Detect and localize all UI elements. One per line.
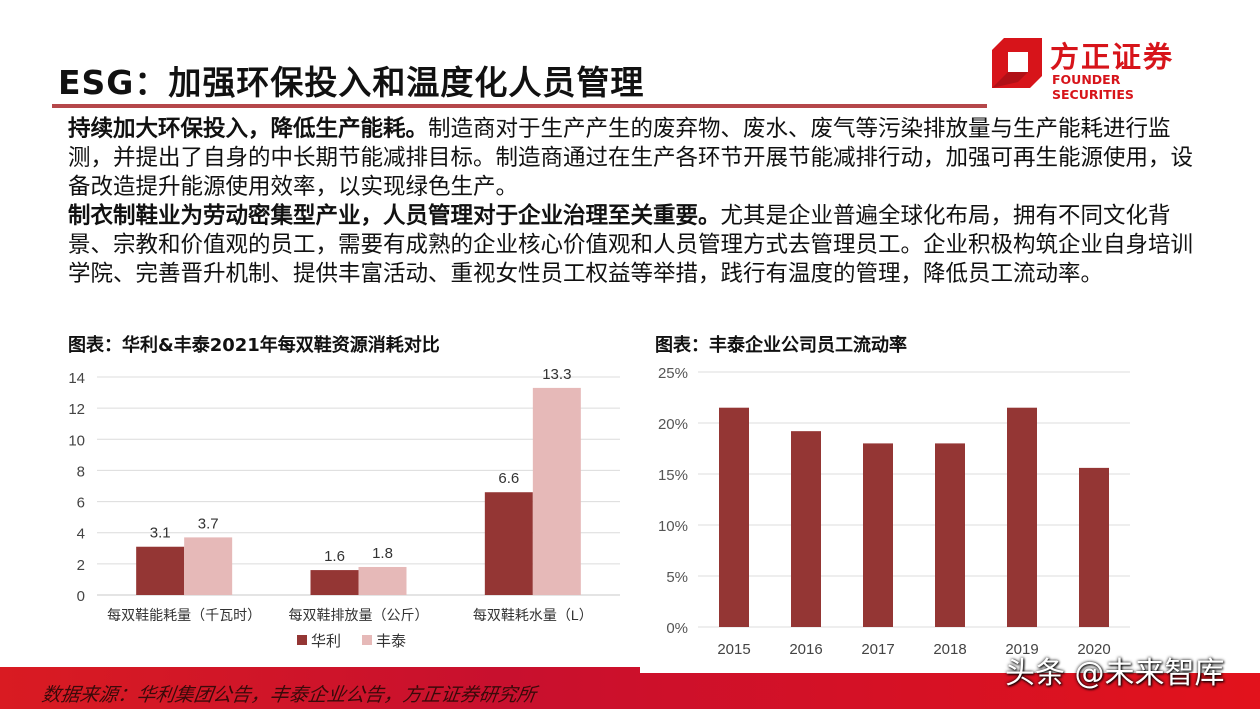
data-label: 1.6: [324, 548, 345, 565]
logo-mark-icon: [992, 38, 1042, 88]
x-tick-label: 每双鞋能耗量（千瓦时）: [107, 607, 261, 623]
y-tick-label: 5%: [666, 569, 688, 586]
y-tick-label: 4: [77, 526, 85, 543]
bar: [484, 492, 533, 595]
bar: [719, 407, 749, 627]
paragraph-people: 制衣制鞋业为劳动密集型产业，人员管理对于企业治理至关重要。尤其是企业普遍全球化布…: [68, 202, 1203, 289]
y-tick-label: 12: [68, 401, 85, 418]
turnover-chart: 0% 5% 10% 15% 20% 25% 2015 2016 2017 2018 2019 2020: [658, 365, 1130, 658]
watermark: 头条 @未来智库: [1005, 656, 1225, 691]
logo-cn: 方正证券: [1050, 40, 1175, 74]
footer-bar: [0, 667, 1260, 709]
x-tick-label: 每双鞋排放量（公斤）: [289, 607, 429, 623]
paragraph-text: 制造商对于生产产生的废弃物、废水、废气等污染排放量与生产能耗进行监测，并提出了自…: [68, 116, 1194, 200]
x-tick-label: 2019: [1005, 641, 1038, 658]
page-title: ESG：加强环保投入和温度化人员管理: [58, 63, 645, 102]
bar: [532, 387, 581, 595]
bar: [136, 546, 185, 595]
data-label: 3.7: [198, 515, 219, 532]
y-tick-label: 6: [77, 495, 85, 512]
bar: [863, 443, 893, 627]
legend-label: 丰泰: [376, 633, 406, 650]
y-tick-label: 10%: [658, 518, 688, 535]
data-label: 6.6: [498, 470, 519, 487]
footer-gap: [640, 667, 1260, 673]
x-tick-label: 每双鞋耗水量（L）: [473, 607, 593, 623]
data-source: 数据来源：华利集团公告，丰泰企业公告，方正证券研究所: [40, 684, 538, 706]
founder-securities-logo: 方正证券 FOUNDER SECURITIES: [990, 34, 1200, 102]
y-tick-label: 15%: [658, 467, 688, 484]
data-label: 3.1: [150, 525, 171, 542]
x-tick-label: 2020: [1077, 641, 1110, 658]
y-tick-label: 0%: [666, 620, 688, 637]
x-tick-label: 2015: [717, 641, 750, 658]
data-label: 1.8: [372, 545, 393, 562]
paragraph-lead: 制衣制鞋业为劳动密集型产业，人员管理对于企业治理至关重要。: [68, 203, 721, 229]
bar: [358, 566, 407, 595]
y-tick-label: 8: [77, 463, 85, 480]
y-tick-label: 14: [68, 370, 85, 387]
bar: [184, 537, 233, 595]
paragraph-text: 尤其是企业普遍全球化布局，拥有不同文化背景、宗教和价值观的员工，需要有成熟的企业…: [68, 203, 1194, 287]
paragraph-environment: 持续加大环保投入，降低生产能耗。制造商对于生产产生的废弃物、废水、废气等污染排放…: [68, 115, 1203, 202]
bar: [1007, 407, 1037, 627]
bar: [310, 570, 359, 595]
bar: [791, 431, 821, 627]
legend-swatch: [362, 635, 372, 645]
legend-swatch: [297, 635, 307, 645]
y-tick-label: 10: [68, 432, 85, 449]
legend-label: 华利: [311, 633, 341, 650]
data-label: 13.3: [542, 366, 571, 383]
chart-title-turnover: 图表：丰泰企业公司员工流动率: [655, 335, 907, 356]
title-divider: [52, 104, 987, 108]
y-tick-label: 0: [77, 588, 85, 605]
logo-en: FOUNDER SECURITIES: [1052, 72, 1134, 102]
y-tick-label: 2: [77, 557, 85, 574]
x-tick-label: 2017: [861, 641, 894, 658]
x-tick-label: 2016: [789, 641, 822, 658]
bar: [935, 443, 965, 627]
y-tick-label: 20%: [658, 416, 688, 433]
x-tick-label: 2018: [933, 641, 966, 658]
body-text: 持续加大环保投入，降低生产能耗。制造商对于生产产生的废弃物、废水、废气等污染排放…: [68, 115, 1203, 289]
resource-chart: 0 2 4 6 8 10 12 14 3.1 3.7 每双鞋能耗量（千瓦时） 1.6 1.8 每双鞋排放量…: [68, 366, 620, 650]
chart-title-resource: 图表：华利&丰泰2021年每双鞋资源消耗对比: [68, 335, 440, 356]
bar: [1079, 467, 1109, 627]
paragraph-lead: 持续加大环保投入，降低生产能耗。: [68, 116, 429, 142]
y-tick-label: 25%: [658, 365, 688, 382]
